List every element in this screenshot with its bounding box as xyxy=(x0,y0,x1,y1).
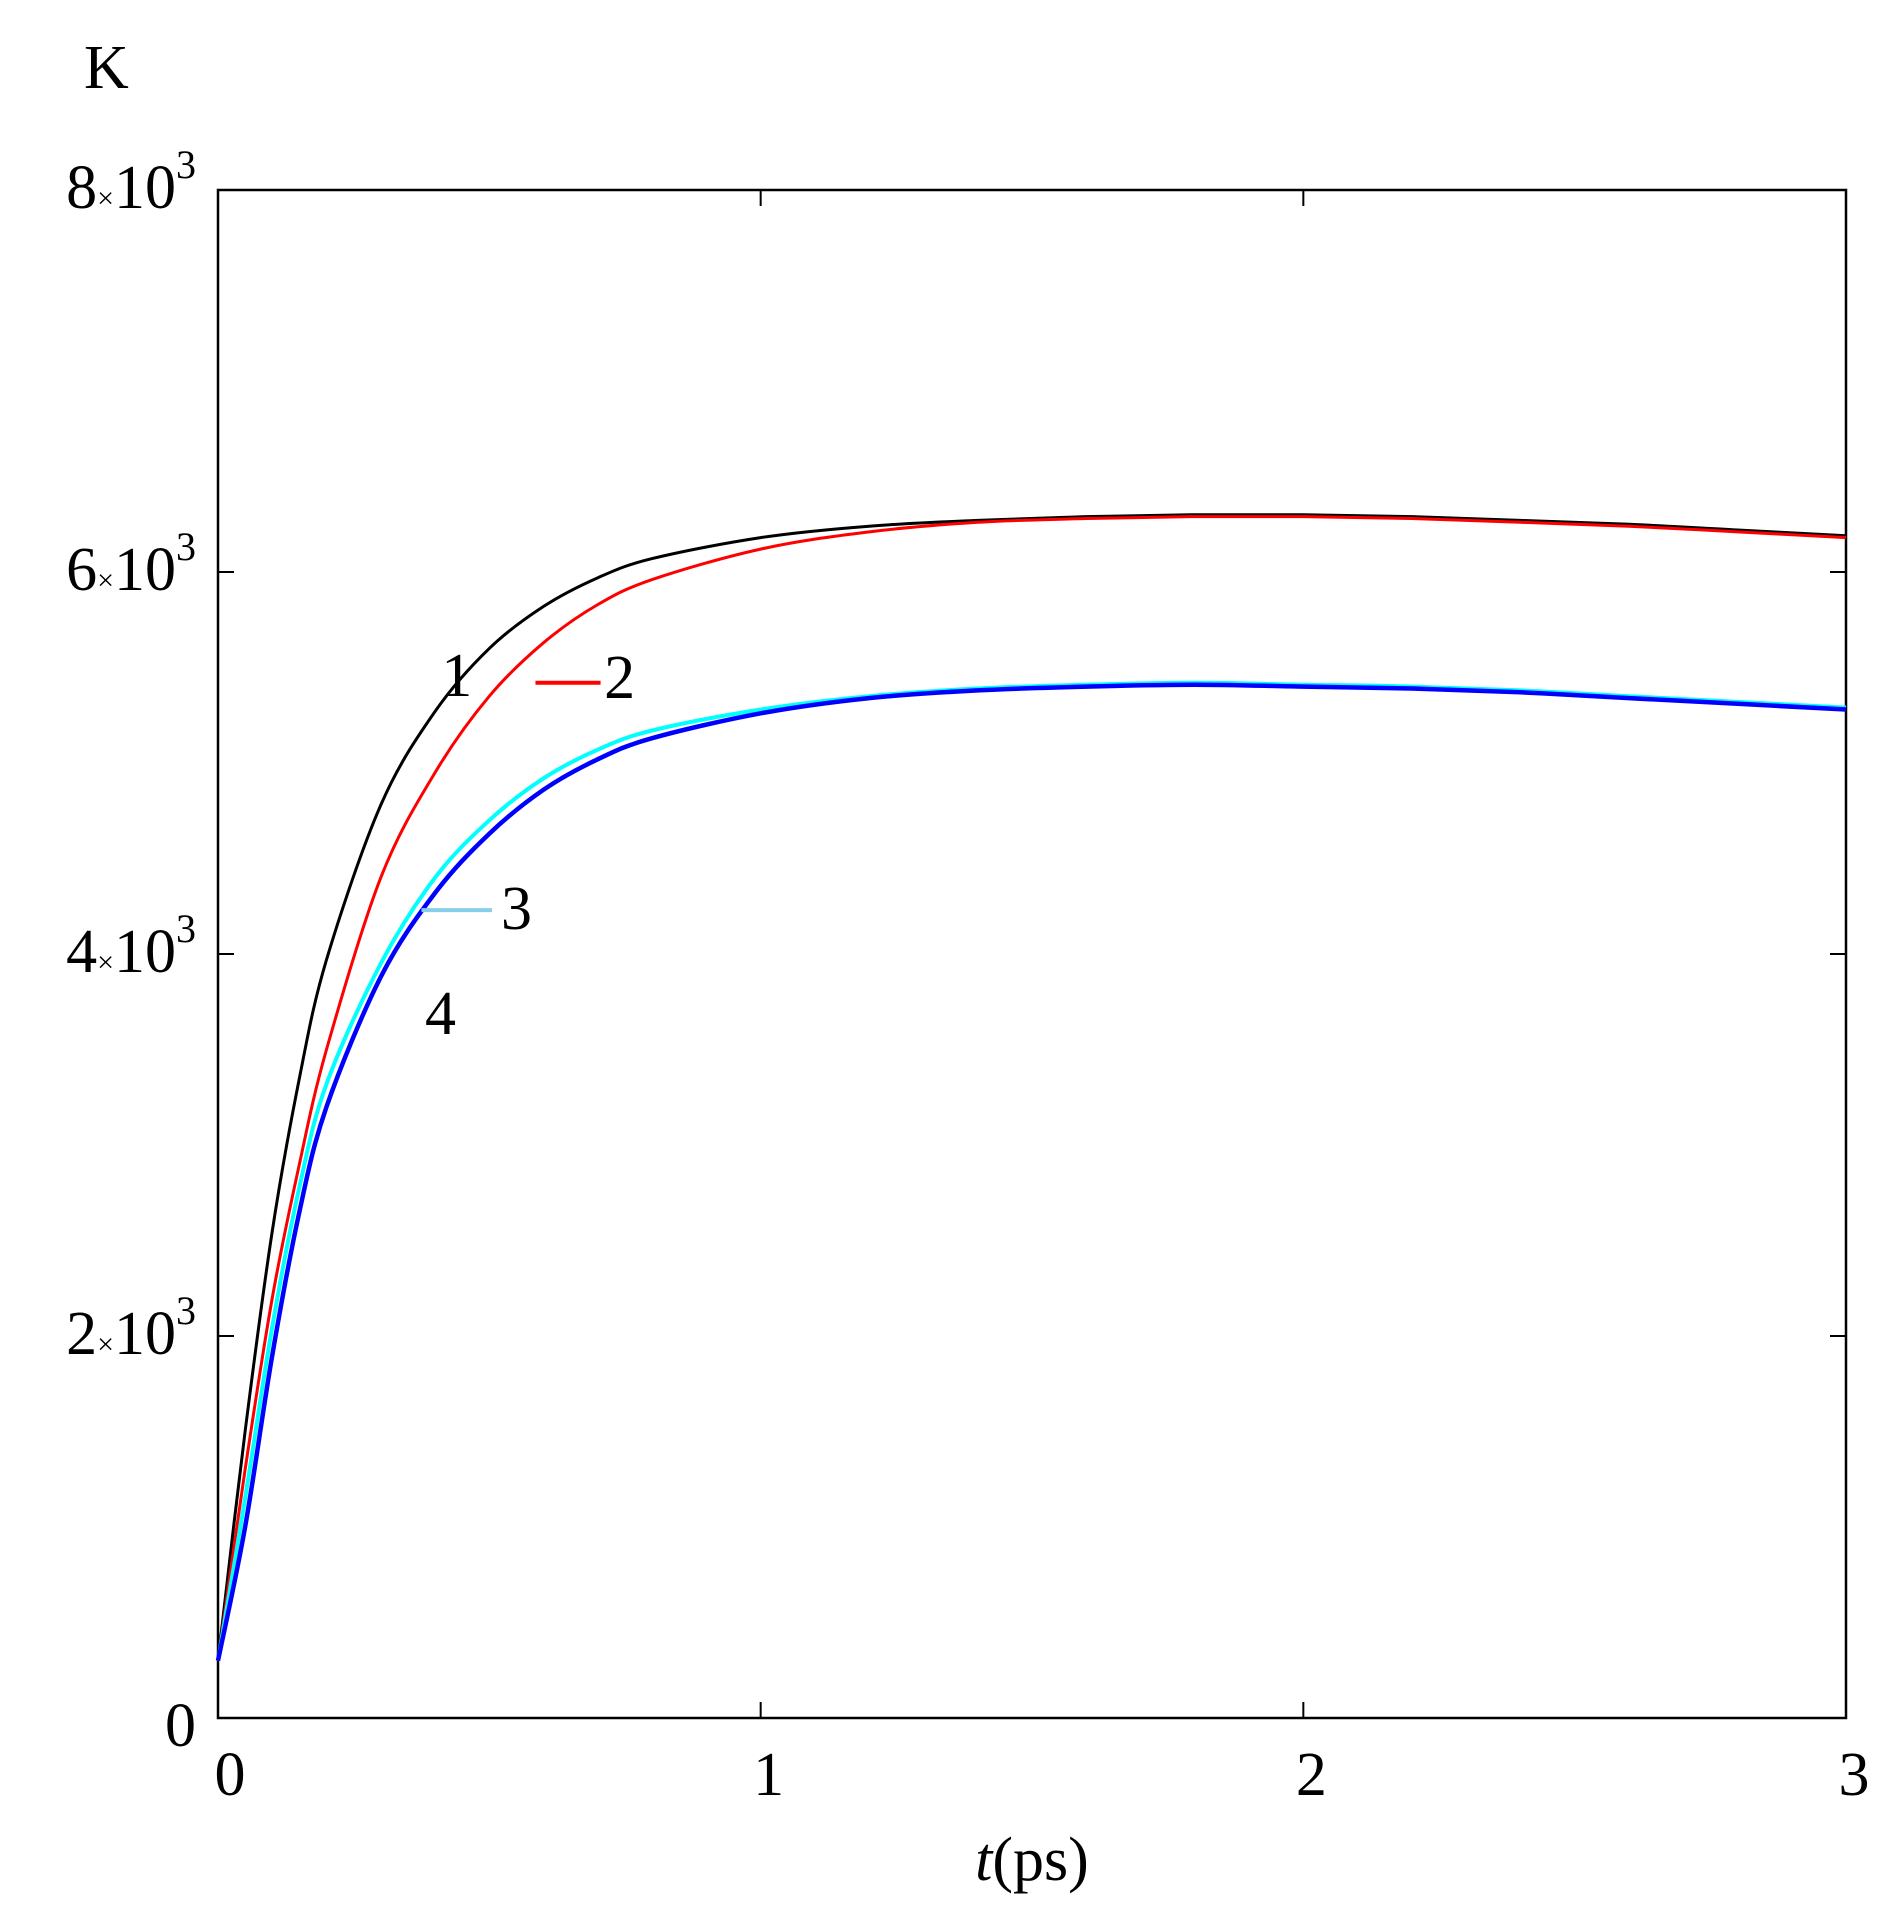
curve-label-1: 1 xyxy=(441,642,472,710)
y-tick-exponent: 3 xyxy=(176,524,196,569)
y-tick-base: 10 xyxy=(114,918,176,986)
series-line-1 xyxy=(216,512,1847,1661)
y-tick-mantissa: 2 xyxy=(66,1300,97,1368)
y-unit-label: K xyxy=(84,34,129,102)
x-axis-label-rest: (ps) xyxy=(992,1826,1088,1894)
series-line-3 xyxy=(216,680,1847,1662)
x-tick-label: 2 xyxy=(1296,1741,1327,1809)
x-tick-label: 3 xyxy=(1839,1741,1870,1809)
y-tick-label: 4×103 xyxy=(66,906,196,986)
x-axis-label: t(ps) xyxy=(975,1826,1089,1894)
y-tick-mantissa: 6 xyxy=(66,536,97,604)
y-tick-label: 8×103 xyxy=(66,142,196,222)
y-tick-times: × xyxy=(97,1328,114,1361)
x-tick-label: 1 xyxy=(753,1741,784,1809)
plot-frame xyxy=(216,188,1848,1720)
y-tick-times: × xyxy=(97,946,114,979)
series-line-4 xyxy=(215,682,1847,1662)
x-axis-label-italic: t xyxy=(975,1826,994,1894)
curve-label-3: 3 xyxy=(501,875,532,943)
x-tick-label: 0 xyxy=(215,1741,246,1809)
series-lines xyxy=(215,512,1847,1662)
y-tick-exponent: 3 xyxy=(176,142,196,187)
y-tick-base: 10 xyxy=(114,536,176,604)
y-tick-base: 10 xyxy=(114,154,176,222)
y-tick-mantissa: 4 xyxy=(66,918,97,986)
y-tick-label: 2×103 xyxy=(66,1288,196,1368)
curve-label-4: 4 xyxy=(425,980,456,1048)
y-tick-exponent: 3 xyxy=(176,1288,196,1333)
y-tick-times: × xyxy=(97,182,114,215)
series-line-2 xyxy=(216,514,1847,1661)
y-tick-mantissa: 8 xyxy=(66,154,97,222)
y-tick-label: 6×103 xyxy=(66,524,196,604)
curve-label-2: 2 xyxy=(604,644,635,712)
y-tick-base: 10 xyxy=(114,1300,176,1368)
y-tick-times: × xyxy=(97,564,114,597)
y-tick-label: 0 xyxy=(165,1692,196,1760)
y-tick-exponent: 3 xyxy=(176,906,196,951)
curve-labels: 1 2 34 xyxy=(421,642,635,1048)
x-axis-label-group: t(ps) xyxy=(975,1826,1089,1894)
